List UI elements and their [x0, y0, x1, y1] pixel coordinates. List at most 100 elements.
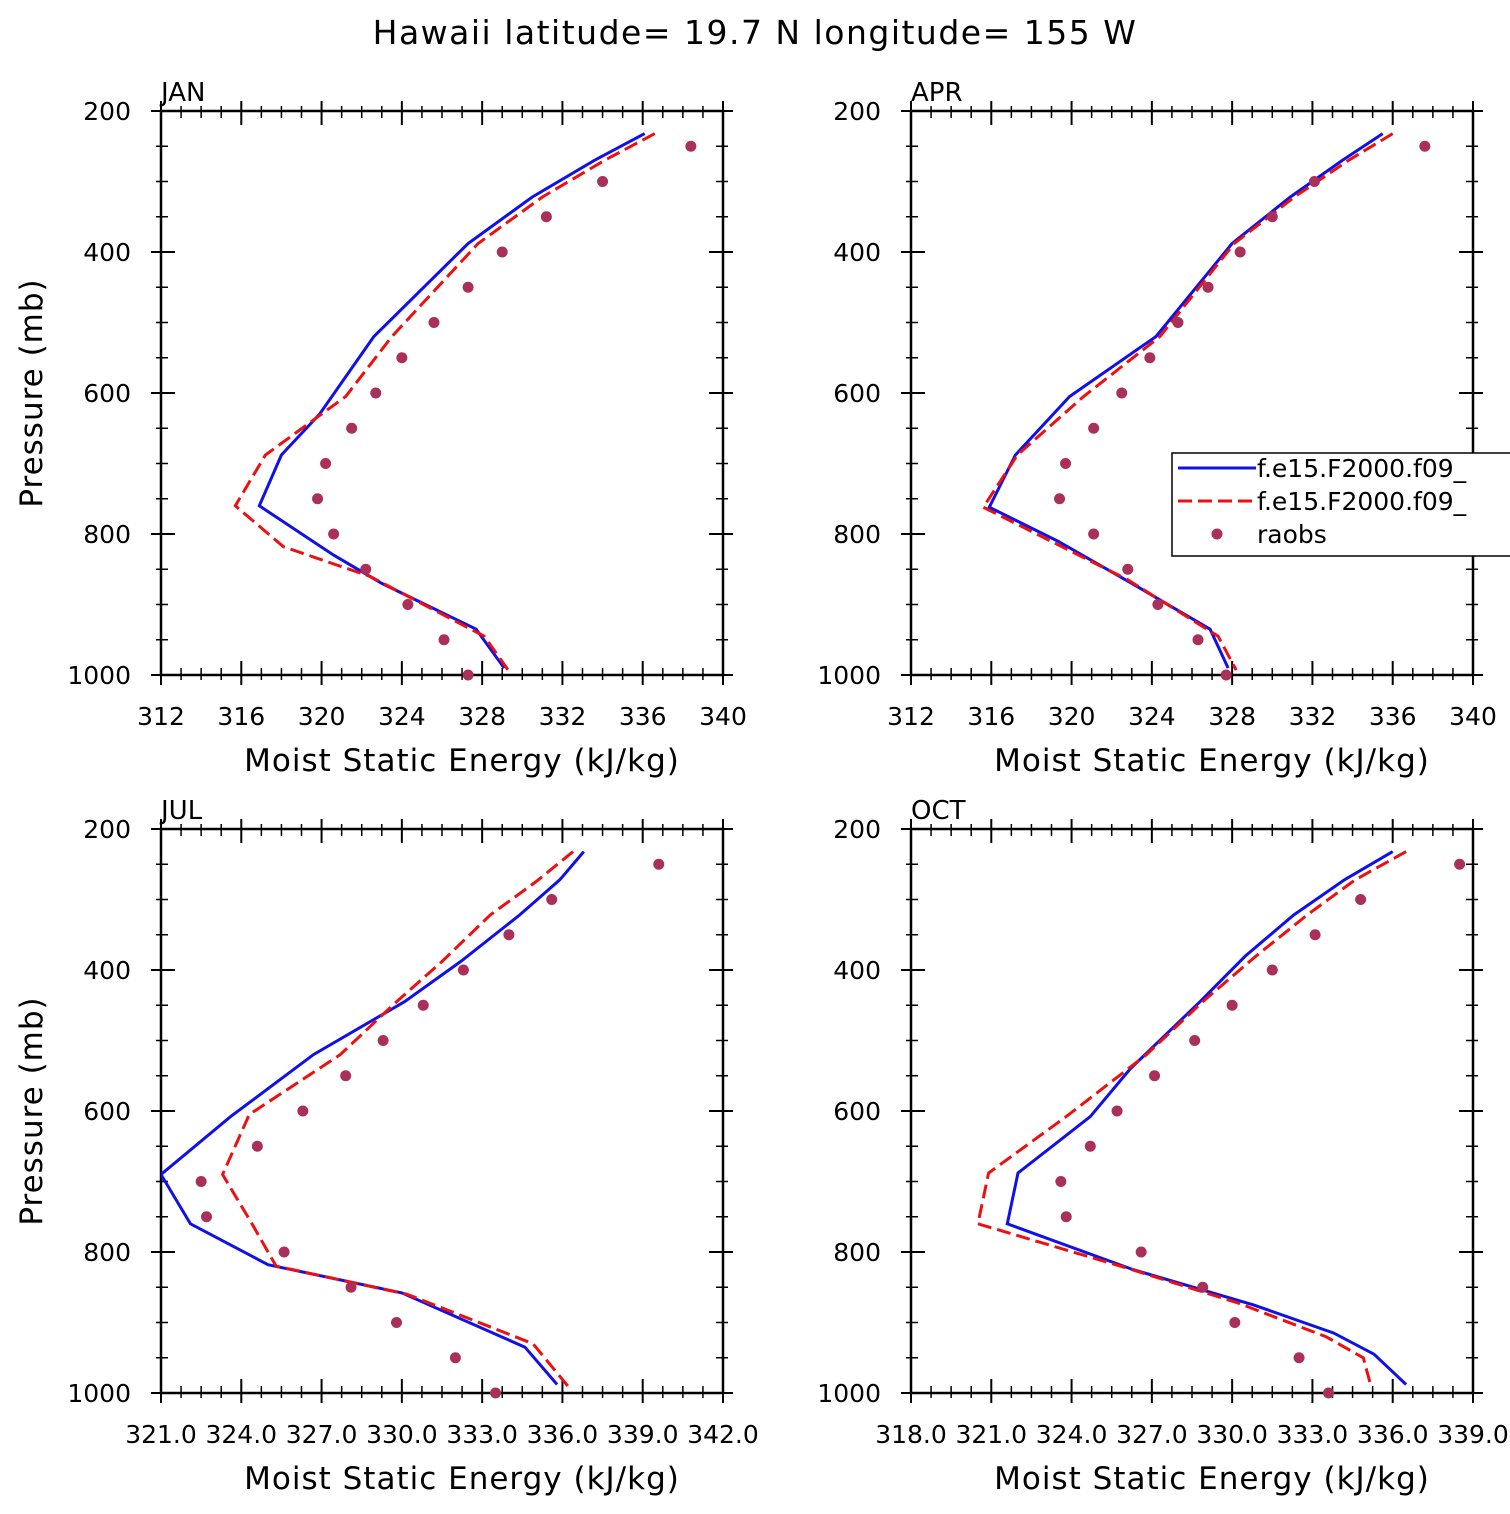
- raobs-point: [1060, 458, 1072, 469]
- x-tick-label: 340: [699, 702, 747, 731]
- x-tick-label: 333.0: [446, 1420, 518, 1449]
- series-line-solid: [1005, 850, 1408, 1386]
- y-tick-label: 600: [83, 1097, 131, 1126]
- raobs-point: [402, 599, 414, 610]
- raobs-point: [462, 669, 474, 681]
- y-tick-label: 400: [833, 956, 881, 985]
- y-tick-label: 800: [833, 1238, 881, 1267]
- y-tick-label: 600: [833, 379, 881, 408]
- panel-label: JUL: [159, 796, 203, 826]
- x-tick-label: 332: [1289, 702, 1337, 731]
- x-tick-label: 324.0: [1036, 1420, 1108, 1449]
- raobs-point: [1197, 1281, 1209, 1293]
- raobs-point: [1060, 1211, 1072, 1223]
- raobs-point: [1172, 317, 1184, 328]
- raobs-point: [490, 1387, 502, 1399]
- raobs-point: [1116, 387, 1128, 399]
- series-line-dashed: [233, 132, 656, 671]
- raobs-point: [340, 1070, 352, 1082]
- y-tick-label: 200: [83, 815, 131, 844]
- x-tick-label: 339.0: [607, 1420, 679, 1449]
- raobs-point: [428, 317, 440, 328]
- raobs-point: [1149, 1070, 1161, 1082]
- legend-marker: [1211, 528, 1223, 540]
- y-tick-label: 200: [83, 97, 131, 126]
- x-axis-label: Moist Static Energy (kJ/kg): [244, 1461, 680, 1497]
- legend-entry: raobs: [1257, 520, 1327, 549]
- raobs-point: [597, 176, 609, 187]
- raobs-point: [653, 858, 665, 870]
- x-tick-label: 324: [1128, 702, 1176, 731]
- y-tick-label: 1000: [817, 661, 881, 690]
- x-tick-label: 336.0: [527, 1420, 599, 1449]
- raobs-point: [540, 211, 552, 223]
- x-tick-label: 316: [967, 702, 1015, 731]
- plot-frame: [909, 109, 1475, 677]
- x-tick-label: 328: [1208, 702, 1256, 731]
- raobs-point: [1266, 211, 1278, 223]
- raobs-point: [417, 999, 429, 1011]
- raobs-point: [1322, 1387, 1334, 1399]
- y-tick-label: 800: [83, 520, 131, 549]
- x-axis-label: Moist Static Energy (kJ/kg): [994, 1461, 1430, 1497]
- raobs-point: [360, 563, 372, 575]
- raobs-point: [391, 1317, 403, 1328]
- y-tick-label: 800: [83, 1238, 131, 1267]
- raobs-point: [346, 422, 358, 434]
- panel-jan: JAN 312 316 320 324 328 332 336 340 200 400 600 800 1…: [14, 78, 747, 779]
- x-tick-label: 328: [458, 702, 506, 731]
- x-tick-label: 333.0: [1277, 1420, 1349, 1449]
- series-line-dashed: [976, 850, 1407, 1388]
- raobs-point: [297, 1105, 309, 1117]
- y-tick-label: 400: [83, 238, 131, 267]
- raobs-point: [328, 528, 340, 540]
- raobs-point: [1226, 999, 1238, 1011]
- raobs-point: [1266, 964, 1278, 976]
- panel-label: APR: [911, 78, 963, 108]
- y-tick-label: 400: [833, 238, 881, 267]
- x-tick-label: 318.0: [875, 1420, 947, 1449]
- x-tick-label: 336: [619, 702, 667, 731]
- raobs-point: [1088, 422, 1100, 434]
- raobs-point: [1454, 858, 1466, 870]
- y-tick-label: 400: [83, 956, 131, 985]
- raobs-point: [1152, 599, 1164, 610]
- raobs-point: [457, 964, 469, 976]
- x-tick-label: 321.0: [125, 1420, 197, 1449]
- y-tick-label: 200: [833, 97, 881, 126]
- series-line-solid: [257, 132, 646, 669]
- series-line-solid: [161, 850, 585, 1386]
- x-tick-label: 312: [137, 702, 185, 731]
- raobs-point: [1355, 894, 1367, 905]
- panel-apr: APR 312 316 320 324 328 332 336 340 200 400 600 800 1…: [817, 78, 1510, 779]
- raobs-point: [377, 1035, 389, 1046]
- raobs-point: [1084, 1140, 1096, 1152]
- plot-frame: [909, 827, 1475, 1395]
- raobs-point: [496, 246, 508, 258]
- x-tick-label: 320: [1048, 702, 1096, 731]
- raobs-point: [1308, 176, 1320, 187]
- raobs-point: [1309, 929, 1321, 941]
- raobs-point: [1055, 1176, 1067, 1187]
- panel-label: JAN: [159, 78, 205, 108]
- raobs-point: [1122, 563, 1134, 575]
- raobs-point: [546, 894, 558, 905]
- x-tick-label: 312: [887, 702, 935, 731]
- raobs-point: [1229, 1317, 1241, 1328]
- raobs-point: [1293, 1352, 1305, 1364]
- y-axis-label: Pressure (mb): [14, 996, 50, 1225]
- x-tick-label: 342.0: [687, 1420, 759, 1449]
- y-tick-label: 200: [833, 815, 881, 844]
- raobs-point: [685, 140, 697, 152]
- plot-frame: [159, 109, 725, 677]
- legend-entry: f.e15.F2000.f09_: [1257, 454, 1467, 483]
- y-tick-label: 800: [833, 520, 881, 549]
- raobs-point: [449, 1352, 461, 1364]
- y-axis-label: Pressure (mb): [14, 278, 50, 507]
- legend-entry: f.e15.F2000.f09_: [1257, 487, 1467, 516]
- raobs-point: [312, 493, 324, 505]
- x-axis-label: Moist Static Energy (kJ/kg): [244, 743, 680, 779]
- series-line-solid: [987, 132, 1384, 669]
